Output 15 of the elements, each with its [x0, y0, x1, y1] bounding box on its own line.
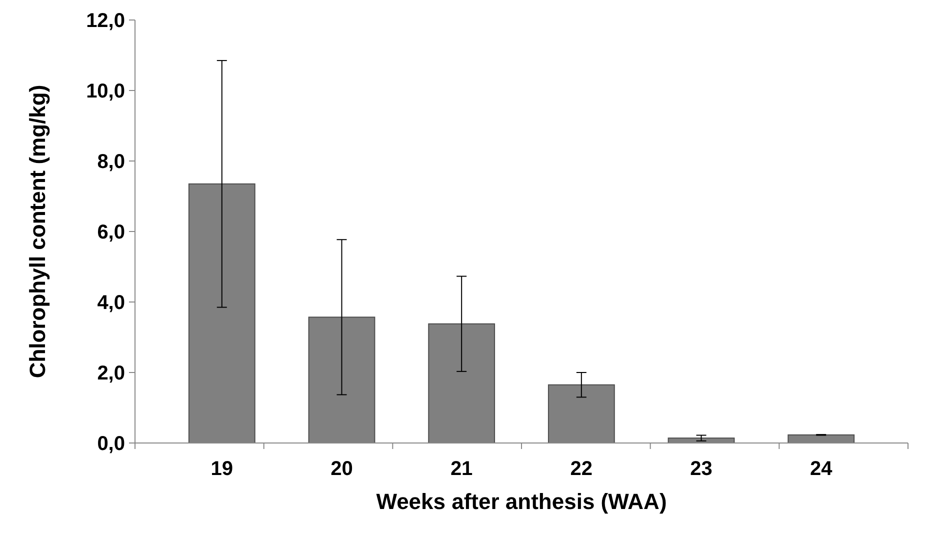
y-tick-label: 2,0 [97, 362, 125, 384]
x-tick-label: 24 [810, 458, 834, 480]
x-tick-label: 20 [330, 458, 353, 480]
x-tick-label: 22 [570, 458, 593, 480]
y-tick-label: 4,0 [97, 292, 125, 314]
y-tick-label: 12,0 [86, 10, 125, 32]
x-tick-label: 21 [450, 458, 473, 480]
x-axis-title: Weeks after anthesis (WAA) [376, 489, 667, 514]
x-tick-label: 19 [210, 458, 234, 480]
y-tick-label: 10,0 [86, 80, 125, 102]
y-tick-label: 0,0 [97, 433, 125, 455]
y-tick-label: 8,0 [97, 151, 125, 173]
y-axis-title: Chlorophyll content (mg/kg) [25, 84, 50, 378]
y-tick-label: 6,0 [97, 222, 125, 244]
x-tick-label: 23 [690, 458, 712, 480]
